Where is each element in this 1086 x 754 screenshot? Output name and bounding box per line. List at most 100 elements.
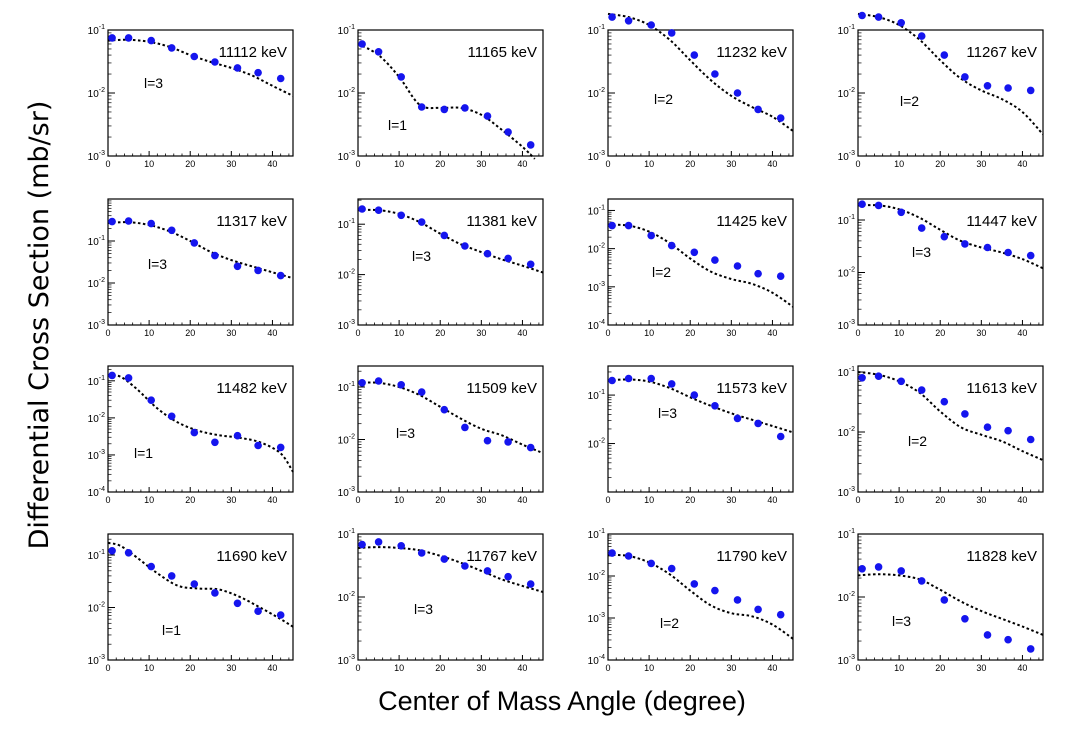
data-point [858, 565, 866, 573]
data-point [1004, 635, 1012, 644]
data-point [897, 19, 905, 27]
y-tick-label: 10-3 [838, 486, 855, 499]
data-point [690, 51, 699, 59]
data-point [440, 405, 449, 414]
data-point [917, 386, 926, 394]
y-tick-label: 10-4 [588, 319, 605, 332]
data-point [690, 580, 699, 588]
data-point [690, 391, 699, 399]
y-tick-label: 10-1 [88, 235, 105, 248]
panel-11165-kev: 0 10 20 30 40 10-3 10-2 10-1 11165 keV l=1 [338, 24, 544, 169]
x-tick-label: 40 [767, 495, 777, 505]
data-point [1026, 435, 1035, 444]
x-tick-label: 20 [435, 328, 445, 338]
data-point [397, 381, 406, 389]
x-tick-label: 30 [476, 159, 486, 169]
data-point [483, 249, 492, 258]
plot-frame [857, 365, 1044, 493]
panel-title: 11425 keV [716, 213, 787, 230]
theory-curve [607, 553, 794, 640]
panel-title: 11112 keV [219, 44, 287, 61]
data-point [358, 540, 366, 549]
data-point [233, 599, 242, 608]
l-value-annotation: l=3 [412, 248, 431, 264]
theory-curve [107, 221, 294, 280]
data-point [147, 219, 155, 228]
data-point [167, 226, 176, 235]
y-tick-label: 10-2 [588, 438, 605, 451]
y-tick-label: 10-1 [338, 218, 355, 231]
x-tick-label: 40 [267, 663, 277, 673]
theory-curve [607, 12, 794, 132]
x-tick-label: 0 [855, 328, 860, 338]
data-point [526, 260, 535, 269]
data-point [776, 432, 785, 441]
x-tick-label: 10 [894, 159, 904, 169]
data-point [647, 374, 655, 383]
theory-curve [607, 378, 794, 434]
panel-title: 11232 keV [716, 44, 787, 61]
x-tick-label: 30 [226, 159, 236, 169]
data-point [733, 262, 742, 270]
y-tick-label: 10-1 [838, 24, 855, 37]
data-point [754, 605, 762, 614]
panel-11573-kev: 0 10 20 30 40 10-2 10-1 11573 keV l=3 [588, 365, 794, 505]
theory-curve [107, 38, 294, 97]
data-point [397, 542, 406, 550]
data-point [483, 436, 492, 445]
x-tick-label: 40 [1017, 663, 1027, 673]
x-tick-label: 20 [185, 495, 195, 505]
panel-title: 11613 keV [966, 380, 1037, 397]
data-point [897, 208, 905, 217]
plot-frame [607, 198, 794, 326]
x-tick-label: 0 [605, 663, 610, 673]
data-point [711, 586, 719, 595]
data-point [874, 563, 883, 571]
theory-curve [357, 208, 544, 274]
x-tick-label: 10 [394, 495, 404, 505]
x-tick-label: 40 [767, 159, 777, 169]
data-point [647, 231, 655, 240]
x-tick-label: 40 [767, 328, 777, 338]
data-point [711, 256, 719, 264]
l-value-annotation: l=2 [900, 93, 919, 109]
x-tick-label: 30 [976, 159, 986, 169]
x-tick-label: 10 [394, 159, 404, 169]
panel-11317-kev: 0 10 20 30 40 10-3 10-2 10-1 11317 keV l=3 [88, 198, 294, 338]
panel-title: 11828 keV [966, 548, 1037, 565]
x-tick-label: 20 [685, 495, 695, 505]
x-tick-label: 40 [517, 663, 527, 673]
x-tick-label: 0 [605, 495, 610, 505]
x-tick-label: 20 [435, 159, 445, 169]
x-tick-label: 10 [394, 663, 404, 673]
panel-11267-kev: 0 10 20 30 40 10-3 10-2 10-1 11267 keV l=2 [838, 11, 1044, 169]
panel-11613-kev: 0 10 20 30 40 10-3 10-2 10-1 11613 keV l=2 [838, 365, 1044, 505]
l-value-annotation: l=2 [660, 615, 679, 631]
y-tick-label: 10-3 [338, 654, 355, 667]
panel-title: 11165 keV [468, 44, 538, 61]
data-point [190, 239, 199, 247]
data-point [1026, 251, 1035, 260]
figure-xlabel: Center of Mass Angle (degree) [378, 686, 746, 716]
data-point [647, 21, 655, 29]
data-point [254, 266, 262, 275]
plot-frame [357, 365, 544, 493]
y-tick-label: 10-2 [588, 243, 605, 256]
x-tick-label: 20 [185, 159, 195, 169]
data-point [276, 611, 285, 619]
data-point [276, 74, 285, 83]
data-point [504, 572, 512, 581]
data-point [190, 52, 199, 61]
panel-11790-kev: 0 10 20 30 40 10-4 10-3 10-2 10-1 11790 keV l=2 [588, 528, 794, 673]
panel-11690-kev: 0 10 20 30 40 10-3 10-2 10-1 11690 keV l=1 [88, 533, 294, 673]
data-point [1004, 248, 1012, 257]
data-point [1026, 86, 1035, 95]
l-value-annotation: l=1 [388, 117, 407, 133]
y-tick-label: 10-1 [338, 528, 355, 541]
x-tick-label: 30 [476, 328, 486, 338]
data-point [917, 224, 926, 232]
y-tick-label: 10-2 [338, 434, 355, 447]
x-tick-label: 0 [855, 495, 860, 505]
y-tick-label: 10-1 [838, 214, 855, 227]
